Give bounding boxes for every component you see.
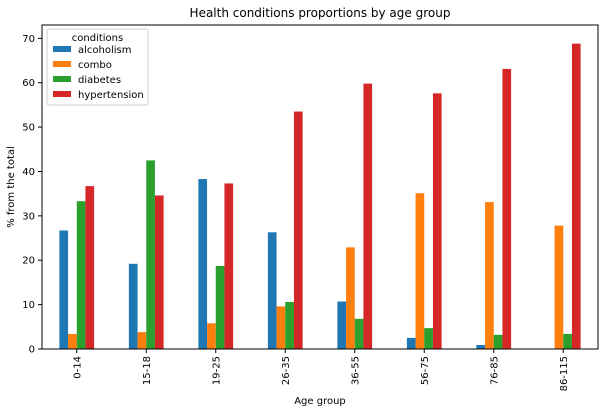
legend-label-hypertension: hypertension [78,90,144,101]
bar-alcoholism [267,232,277,349]
x-tick-label: 36-55 [350,356,361,385]
y-tick-label: 40 [22,167,35,178]
bar-diabetes [76,201,86,349]
x-tick-label: 86-115 [559,356,570,391]
bar-hypertension [502,68,512,349]
bar-combo [137,332,147,349]
bar-hypertension [154,195,164,349]
bar-combo [276,306,286,349]
legend-swatch-alcoholism [53,46,71,52]
bar-combo [415,193,425,349]
bar-diabetes [215,266,225,349]
bar-diabetes [424,328,433,349]
y-tick-label: 60 [22,78,35,89]
bars-layer [59,43,581,350]
bar-alcoholism [406,337,416,349]
bar-alcoholism [198,179,208,349]
bar-hypertension [432,93,442,350]
legend-label-alcoholism: alcoholism [78,45,132,56]
bar-alcoholism [337,301,347,349]
x-axis-label: Age group [294,396,346,407]
bar-diabetes [354,318,364,349]
x-tick-label: 0-14 [72,356,83,379]
y-tick-label: 70 [22,34,35,45]
legend-box [46,28,149,106]
bar-hypertension [85,186,95,349]
y-tick-label: 50 [22,123,35,134]
bar-alcoholism [128,263,138,349]
bar-hypertension [224,183,234,349]
bar-combo [485,202,494,349]
bar-combo [68,333,77,349]
bar-hypertension [571,43,581,350]
bar-diabetes [563,333,572,349]
legend-swatch-combo [53,61,71,67]
bar-diabetes [146,160,155,349]
legend-swatch-diabetes [53,76,71,82]
x-axis: 0-14 15-18 19-25 26-35 36-55 56-75 76-85 86-115 [72,349,570,391]
legend-label-diabetes: diabetes [78,75,121,86]
legend-swatch-hypertension [53,91,71,97]
legend-title: conditions [72,33,123,44]
x-tick-label: 56-75 [420,356,431,385]
plot-border [41,24,599,350]
x-tick-label: 19-25 [211,356,222,385]
bar-hypertension [363,83,373,349]
x-tick-label: 76-85 [489,356,500,385]
y-axis: 0 10 20 30 40 50 60 70 [22,34,42,356]
y-tick-label: 20 [22,256,35,267]
x-tick-label: 26-35 [281,356,292,385]
bar-hypertension [293,111,303,349]
bar-combo [346,247,355,349]
y-axis-label: % from the total [6,146,17,228]
y-tick-label: 30 [22,211,35,222]
y-tick-label: 0 [29,345,35,356]
legend-label-combo: combo [78,60,112,71]
bar-combo [207,323,216,349]
x-tick-label: 15-18 [142,356,153,385]
bar-diabetes [285,301,294,349]
bar-alcoholism [476,345,486,349]
bar-combo [554,225,564,349]
bar-alcoholism [59,230,69,349]
chart-title: Health conditions proportions by age gro… [190,6,451,20]
bar-diabetes [493,334,503,349]
y-tick-label: 10 [22,300,35,311]
